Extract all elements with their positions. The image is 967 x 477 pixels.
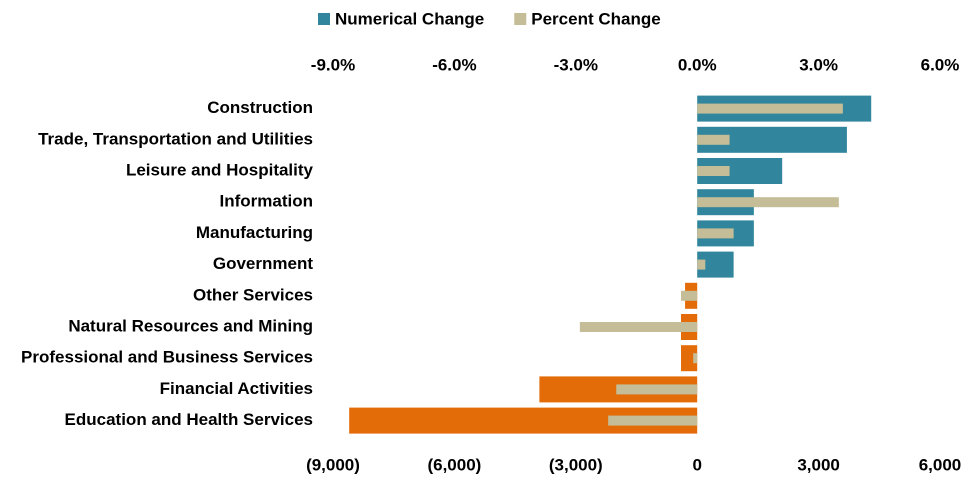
x2-tick-label: 6.0%	[921, 55, 960, 74]
legend-swatch	[318, 13, 330, 25]
bar	[616, 384, 698, 395]
category-label: Leisure and Hospitality	[126, 160, 314, 179]
category-label: Financial Activities	[160, 379, 313, 398]
x-tick-label: 0	[692, 455, 701, 474]
x-tick-label: (6,000)	[427, 455, 481, 474]
legend-label: Percent Change	[531, 9, 660, 28]
x2-tick-label: -3.0%	[554, 55, 598, 74]
bar	[697, 166, 730, 176]
x-tick-label: (3,000)	[549, 455, 603, 474]
x2-tick-label: 0.0%	[678, 55, 717, 74]
category-label: Natural Resources and Mining	[68, 316, 313, 335]
category-label: Manufacturing	[196, 223, 313, 242]
x-tick-label: 3,000	[797, 455, 840, 474]
x-tick-label: (9,000)	[306, 455, 360, 474]
category-label: Information	[220, 192, 314, 211]
bar	[681, 290, 698, 301]
category-label: Trade, Transportation and Utilities	[38, 129, 313, 148]
bar	[608, 415, 698, 426]
legend-swatch	[514, 13, 527, 25]
bar	[697, 134, 730, 145]
bar	[681, 345, 698, 372]
bar	[697, 228, 734, 239]
bar	[579, 322, 698, 332]
x2-tick-label: -9.0%	[311, 55, 355, 74]
category-label: Professional and Business Services	[21, 348, 313, 367]
category-label: Construction	[207, 98, 313, 117]
bar	[697, 259, 706, 270]
x2-tick-label: -6.0%	[432, 55, 476, 74]
bar	[693, 353, 698, 364]
category-label: Education and Health Services	[65, 410, 313, 429]
bar	[697, 197, 839, 208]
category-label: Government	[213, 254, 313, 273]
x-tick-label: 6,000	[919, 455, 962, 474]
legend-label: Numerical Change	[335, 9, 484, 28]
bar	[697, 103, 843, 114]
category-label: Other Services	[193, 285, 313, 304]
x2-tick-label: 3.0%	[799, 55, 838, 74]
